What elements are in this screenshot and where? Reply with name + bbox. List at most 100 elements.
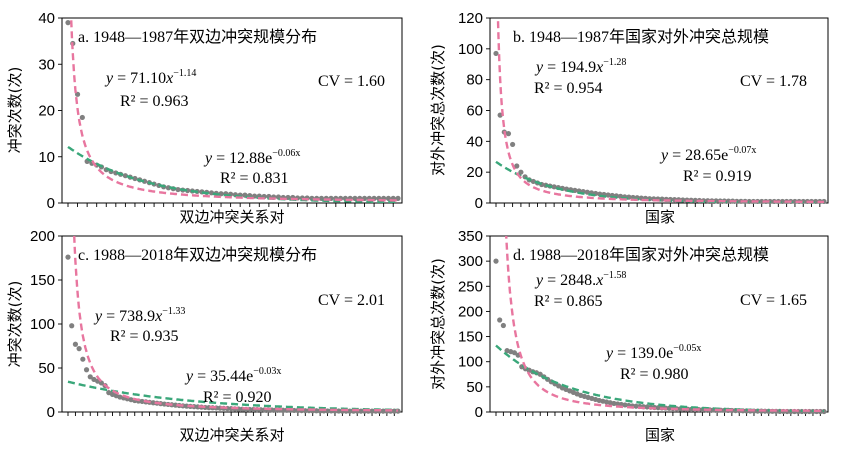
eq-var: y (104, 70, 114, 87)
eq-exponent: −0.05x (673, 343, 701, 354)
data-point (633, 403, 639, 409)
y-tick-label: 60 (466, 103, 483, 120)
data-point (87, 374, 93, 380)
exp-fit-equation: y = 12.88e−0.06x (203, 148, 300, 167)
power-fit-equation: y = 2848.x−1.58 (534, 270, 626, 289)
power-fit-r2: R² = 0.865 (534, 293, 603, 310)
eq-exponent: −0.03x (253, 366, 281, 377)
y-tick-label: 100 (458, 354, 483, 371)
data-point (605, 192, 611, 198)
data-point (505, 131, 512, 137)
y-tick-label: 80 (466, 72, 483, 89)
exponential-fit-curve (495, 344, 824, 412)
data-point (324, 408, 331, 414)
data-point (65, 20, 71, 26)
eq-coef: = 35.44e (193, 368, 253, 385)
power-fit-equation: y = 194.9x−1.28 (534, 57, 626, 76)
data-point (510, 141, 516, 148)
y-tick-label: 200 (30, 228, 55, 245)
data-point (500, 322, 506, 329)
data-point (69, 323, 75, 329)
eq-exponent: −0.06x (272, 148, 300, 159)
exp-fit-equation: y = 139.0e−0.05x (604, 343, 701, 362)
data-point (497, 317, 503, 323)
eq-coef: = 28.65e (668, 147, 728, 164)
eq-exponent: −0.07x (728, 145, 756, 156)
chart-panel-b: 0 20 40 60 80 100 120 b. 1948—1987年国家对外冲突总规模 y =… (429, 10, 829, 226)
data-point (336, 408, 342, 414)
cv-label: CV = 2.01 (318, 292, 385, 309)
eq-var: y (604, 345, 614, 362)
data-point (352, 195, 358, 201)
eq-exponent: −1.14 (173, 68, 196, 79)
data-point (72, 341, 79, 347)
plot-frame (489, 235, 829, 413)
chart-title: d. 1988—2018年国家对外冲突总规模 (513, 246, 769, 264)
data-point (644, 404, 650, 410)
y-tick-label: 250 (458, 278, 483, 295)
eq-exponent: −1.33 (162, 306, 185, 317)
y-tick-label: 100 (30, 316, 55, 333)
eq-exponent: −1.28 (603, 57, 626, 68)
x-axis-label: 国家 (645, 426, 675, 444)
eq-x: x (595, 272, 603, 289)
data-point (347, 408, 353, 414)
x-axis-label: 双边冲突关系对 (179, 208, 284, 226)
power-fit-curve (496, 18, 824, 203)
y-axis-label: 冲突次数(次) (6, 281, 24, 368)
data-point (369, 408, 375, 414)
y-tick-label: 40 (38, 10, 55, 27)
data-point (395, 195, 401, 201)
y-tick-label: 0 (47, 195, 55, 212)
exp-fit-equation: y = 28.65e−0.07x (659, 145, 756, 164)
data-point (83, 367, 90, 373)
data-point (218, 191, 224, 197)
data-point (655, 405, 661, 411)
power-fit-equation: y = 71.10x−1.14 (104, 68, 196, 87)
y-tick-label: 120 (458, 10, 483, 27)
chart-title: c. 1988—2018年双边冲突规模分布 (78, 246, 317, 264)
data-point (65, 254, 71, 260)
data-point (530, 178, 536, 185)
y-tick-label: 40 (466, 133, 483, 150)
exponential-fit-curve (495, 160, 824, 203)
y-tick-label: 0 (475, 404, 483, 421)
y-tick-label: 30 (38, 56, 55, 73)
eq-var: y (534, 272, 544, 289)
y-axis-label: 冲突次数(次) (6, 67, 24, 154)
y-tick-label: 300 (458, 253, 483, 270)
data-point (493, 50, 499, 57)
eq-coef: = 2848. (543, 272, 596, 289)
eq-coef: = 738.9 (102, 308, 155, 325)
eq-var: y (184, 368, 194, 385)
y-axis-label: 对外冲突总次数(次) (429, 258, 447, 390)
y-tick-label: 0 (475, 195, 483, 212)
y-tick-label: 350 (458, 228, 483, 245)
cv-label: CV = 1.78 (740, 73, 807, 90)
eq-x: x (165, 70, 173, 87)
eq-coef: = 194.9 (543, 59, 596, 76)
eq-exponent: −1.58 (603, 270, 626, 281)
power-fit-r2: R² = 0.954 (534, 80, 603, 97)
data-point (380, 408, 386, 414)
power-fit-equation: y = 738.9x−1.33 (93, 306, 185, 325)
chart-panel-a: 0 10 20 30 40 a. 1948—1987年双边冲突规模分布 y = 71.10x… (6, 10, 403, 226)
y-tick-label: 20 (38, 103, 55, 120)
y-tick-label: 20 (466, 164, 483, 181)
x-axis-label: 国家 (645, 208, 675, 226)
eq-coef: = 139.0e (613, 345, 673, 362)
data-point (493, 258, 499, 264)
eq-var: y (659, 147, 669, 164)
power-fit-curve (69, 18, 398, 202)
cv-label: CV = 1.65 (740, 292, 807, 309)
y-tick-label: 10 (38, 149, 55, 166)
exp-fit-equation: y = 35.44e−0.03x (184, 366, 281, 385)
chart-panel-c: 0 50 100 150 200 c. 1988—2018年双边冲突规模分布 y = 738… (6, 228, 403, 444)
cv-label: CV = 1.60 (318, 73, 385, 90)
exponential-fit-curve (67, 145, 398, 203)
power-fit-curve (73, 236, 398, 412)
chart-panel-d: 0 50 100 150 200 250 300 350 d. 1988—2018年国家对外冲突… (429, 228, 829, 444)
y-tick-label: 100 (458, 41, 483, 58)
y-tick-label: 50 (466, 379, 483, 396)
chart-title: b. 1948—1987年国家对外冲突总规模 (513, 28, 769, 46)
